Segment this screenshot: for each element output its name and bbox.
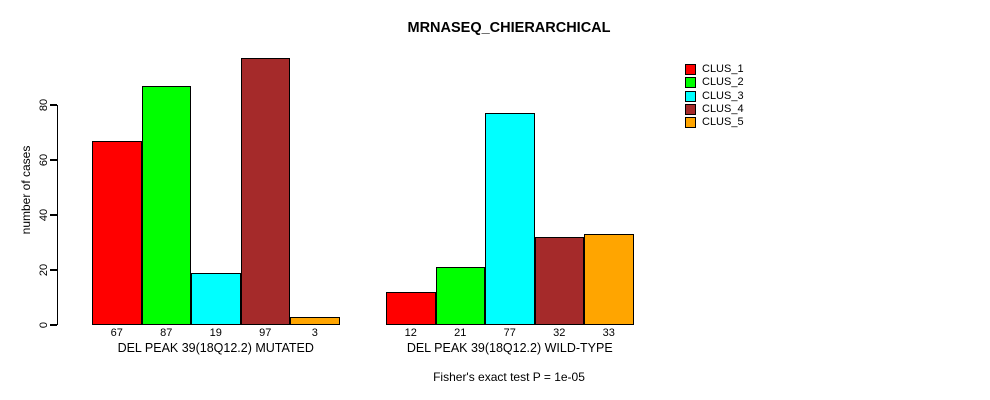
legend-item-clus_5: CLUS_5 — [685, 116, 744, 129]
legend-swatch-icon — [685, 77, 696, 89]
bar-clus_1-group1 — [92, 140, 142, 325]
y-tick-mark — [49, 104, 57, 106]
y-tick-mark — [49, 269, 57, 271]
group-label-1: DEL PEAK 39(18Q12.2) MUTATED — [117, 341, 314, 355]
y-tick-mark — [49, 159, 57, 161]
bar-value-label: 33 — [602, 327, 615, 339]
bar-value-label: 12 — [404, 327, 417, 339]
legend-item-label: CLUS_3 — [702, 89, 744, 102]
bar-value-label: 3 — [311, 327, 318, 339]
bar-value-label: 77 — [503, 327, 516, 339]
group-label-2: DEL PEAK 39(18Q12.2) WILD-TYPE — [406, 341, 613, 355]
annotation-text: Fisher's exact test P = 1e-05 — [433, 370, 585, 384]
y-tick-mark — [49, 324, 57, 326]
legend-item-label: CLUS_4 — [702, 103, 744, 116]
bar-value-label: 21 — [454, 327, 467, 339]
legend: CLUS_1 CLUS_2 CLUS_3 CLUS_4 CLUS_5 — [685, 63, 744, 129]
bar-value-label: 97 — [259, 327, 272, 339]
y-tick-label: 60 — [38, 153, 50, 167]
bar-clus_3-group1 — [191, 272, 241, 325]
legend-swatch-icon — [685, 64, 696, 76]
y-tick-mark — [49, 214, 57, 216]
legend-item-clus_4: CLUS_4 — [685, 103, 744, 116]
legend-swatch-icon — [685, 117, 696, 129]
bar-clus_2-group1 — [141, 85, 191, 325]
legend-item-label: CLUS_2 — [702, 76, 744, 89]
chart-title: MRNASEQ_CHIERARCHICAL — [407, 20, 611, 36]
bar-clus_3-group2 — [485, 113, 535, 325]
y-tick-label: 40 — [38, 208, 50, 222]
bar-clus_4-group2 — [534, 237, 584, 325]
bar-value-label: 67 — [110, 327, 123, 339]
legend-item-clus_3: CLUS_3 — [685, 90, 744, 103]
bar-clus_5-group2 — [584, 234, 634, 325]
bar-value-label: 87 — [160, 327, 173, 339]
bar-clus_5-group1 — [290, 316, 340, 325]
legend-item-label: CLUS_1 — [702, 63, 744, 76]
bar-value-label: 32 — [553, 327, 566, 339]
y-tick-label: 20 — [38, 263, 50, 277]
y-tick-label: 0 — [38, 321, 50, 329]
bar-clus_4-group1 — [240, 58, 290, 325]
bar-clus_1-group2 — [386, 292, 436, 325]
y-tick-label: 80 — [38, 98, 50, 112]
bar-clus_2-group2 — [435, 267, 485, 325]
bar-value-label: 19 — [209, 327, 222, 339]
legend-swatch-icon — [685, 104, 696, 116]
legend-swatch-icon — [685, 90, 696, 102]
y-axis-line — [56, 105, 58, 325]
legend-item-label: CLUS_5 — [702, 116, 744, 129]
legend-item-clus_1: CLUS_1 — [685, 63, 744, 76]
legend-item-clus_2: CLUS_2 — [685, 76, 744, 89]
